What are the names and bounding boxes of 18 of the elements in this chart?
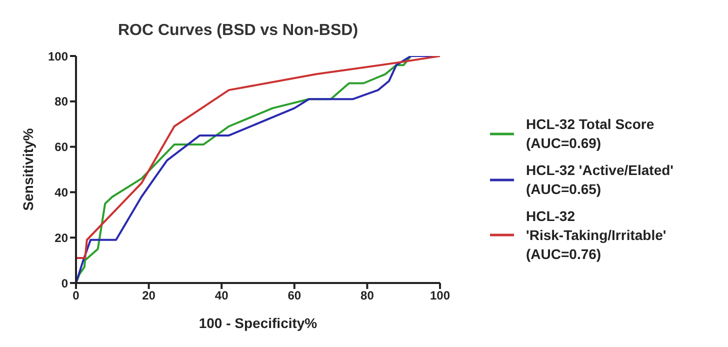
legend-label: HCL-32 'Risk-Taking/Irritable' (AUC=0.76) bbox=[526, 208, 666, 262]
y-tick-label: 100 bbox=[48, 49, 68, 64]
x-tick-label: 20 bbox=[142, 288, 156, 303]
x-axis-title: 100 - Specificity% bbox=[198, 315, 318, 331]
y-tick-label: 80 bbox=[54, 94, 68, 109]
y-tick-label: 20 bbox=[54, 230, 68, 245]
y-tick-label: 0 bbox=[61, 276, 68, 290]
x-tick-label: 0 bbox=[72, 288, 80, 303]
legend-label: HCL-32 Total Score (AUC=0.69) bbox=[526, 116, 654, 150]
y-tick-label: 60 bbox=[54, 140, 68, 154]
legend-label: HCL-32 'Active/Elated' (AUC=0.65) bbox=[526, 162, 674, 196]
y-axis-title: Sensitivity% bbox=[20, 128, 36, 211]
x-tick-label: 40 bbox=[214, 288, 229, 303]
y-tick-label: 40 bbox=[54, 185, 68, 200]
chart-title: ROC Curves (BSD vs Non-BSD) bbox=[116, 21, 360, 41]
x-tick-label: 80 bbox=[360, 288, 374, 303]
x-tick-label: 100 bbox=[430, 288, 450, 303]
x-tick-label: 60 bbox=[288, 288, 302, 303]
